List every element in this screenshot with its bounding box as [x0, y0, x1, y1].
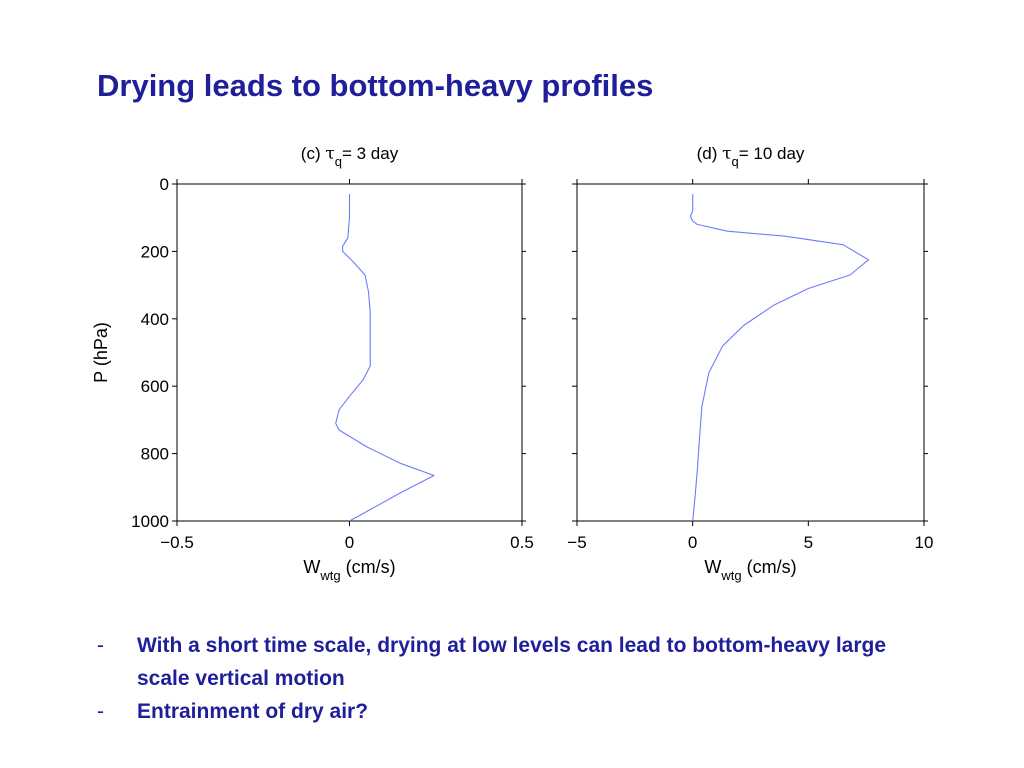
panel-d-xtick-label: 5: [804, 533, 813, 552]
bullet-list: - With a short time scale, drying at low…: [97, 629, 917, 728]
bullet-text: Entrainment of dry air?: [137, 700, 369, 723]
slide-title: Drying leads to bottom-heavy profiles: [97, 68, 654, 103]
bullet-marker: -: [97, 634, 104, 657]
panel-c-xlabel-sub: wtg: [319, 568, 340, 583]
panel-c-title: (c) τq= 3 day: [301, 144, 399, 169]
panel-c-ytick-label: 0: [160, 175, 169, 194]
bullet-marker: -: [97, 700, 104, 723]
panel-c-frame: [176, 183, 523, 522]
panel-d-xlabel-unit: (cm/s): [742, 557, 797, 577]
bullet-item: - Entrainment of dry air?: [97, 695, 917, 728]
panel-d-xlabel-sub: wtg: [720, 568, 741, 583]
panel-c-title-sub: q: [335, 154, 342, 169]
panel-d-xtick-label: 10: [915, 533, 934, 552]
bullet-text: With a short time scale, drying at low l…: [137, 634, 887, 690]
panel-c-title-prefix: (c): [301, 144, 326, 163]
panel-c-ytick-label: 600: [141, 377, 169, 396]
panel-c-title-symbol: τ: [325, 144, 334, 164]
panel-c-xlabel-unit: (cm/s): [341, 557, 396, 577]
bullet-item: - With a short time scale, drying at low…: [97, 629, 917, 695]
panel-d-title-symbol: τ: [722, 144, 731, 164]
panel-c-ytick-label: 400: [141, 310, 169, 329]
panel-c-ytick-label: 1000: [131, 512, 169, 531]
panel-d-title-prefix: (d): [697, 144, 723, 163]
panel-c-xtick-label: 0: [345, 533, 354, 552]
panel-c-xlabel-main: W: [303, 557, 320, 577]
panel-d-xtick-label: 0: [688, 533, 697, 552]
panel-d-title: (d) τq= 10 day: [697, 144, 805, 169]
panel-d-xlabel: Wwtg (cm/s): [704, 557, 796, 583]
panel-d-title-sub: q: [731, 154, 738, 169]
panel-c-xlabel: Wwtg (cm/s): [303, 557, 395, 583]
panel-c-xtick-label: −0.5: [160, 533, 194, 552]
panel-d-xlabel-main: W: [704, 557, 721, 577]
panel-d-frame: [576, 183, 925, 522]
panel-c-ylabel: P (hPa): [91, 322, 111, 383]
panel-c-series-line: [335, 194, 435, 522]
panel-d-title-suffix: = 10 day: [739, 144, 805, 163]
panel-c-ytick-label: 200: [141, 242, 169, 261]
panel-c-xtick-label: 0.5: [510, 533, 534, 552]
panel-c-ytick-label: 800: [141, 445, 169, 464]
panel-d-series-line: [689, 194, 870, 522]
panel-c-title-suffix: = 3 day: [342, 144, 399, 163]
panel-d-xtick-label: −5: [567, 533, 586, 552]
